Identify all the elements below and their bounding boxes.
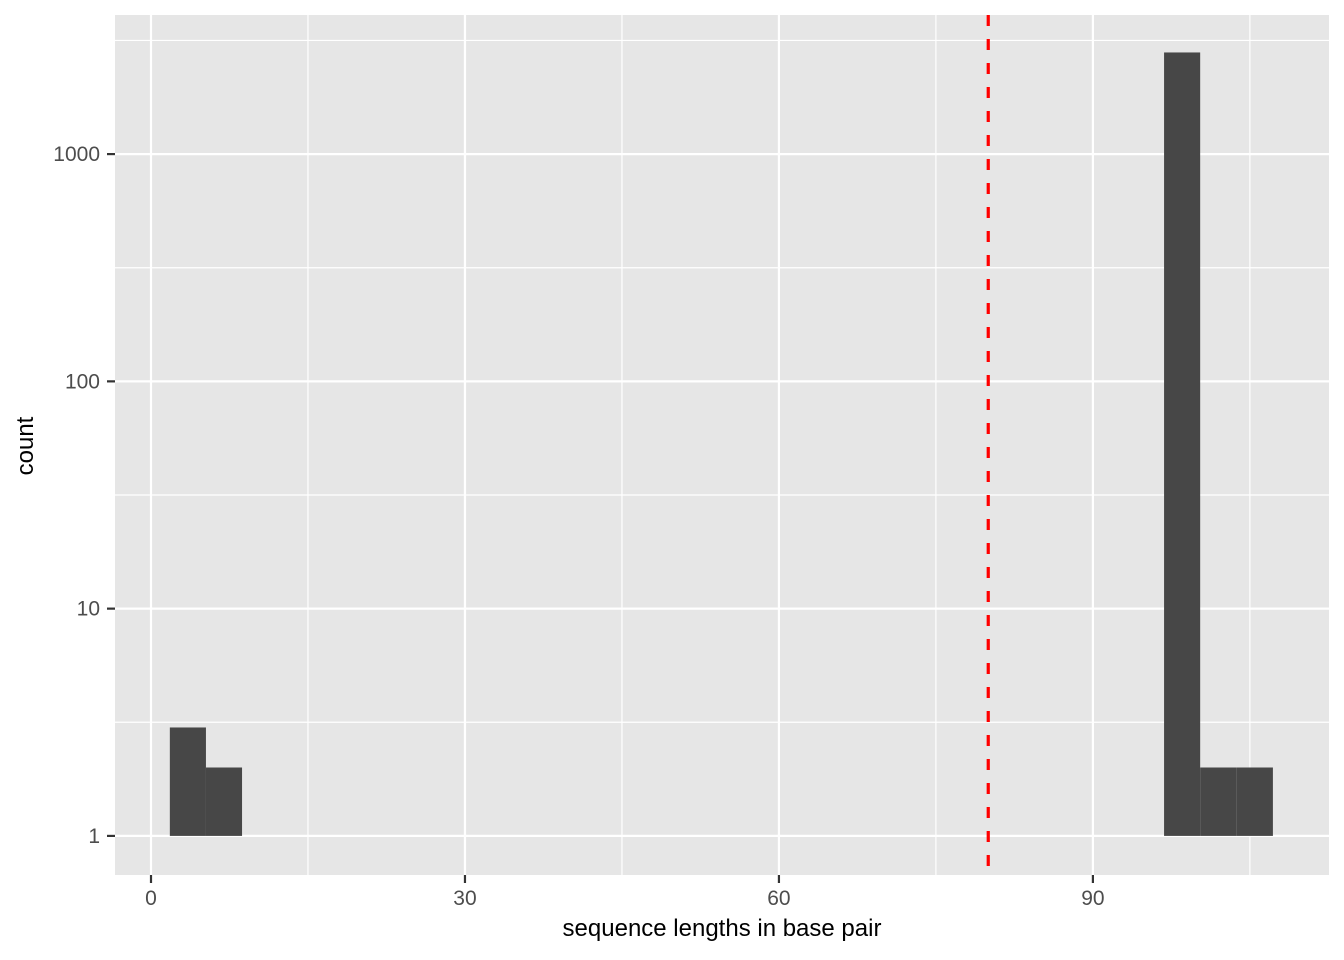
x-axis-title: sequence lengths in base pair — [562, 915, 882, 942]
y-tick-label: 1 — [88, 825, 100, 848]
histogram-bar — [1200, 767, 1237, 836]
x-tick-label: 30 — [453, 887, 476, 910]
histogram-bar — [1236, 767, 1273, 836]
y-axis-title: count — [12, 416, 39, 476]
histogram-bar — [169, 727, 206, 836]
plot-panel — [115, 15, 1329, 875]
y-tick-label: 10 — [77, 598, 100, 621]
x-tick-label: 0 — [145, 887, 157, 910]
histogram-bar — [205, 767, 243, 836]
y-tick-label: 1000 — [53, 143, 100, 166]
x-tick-label: 60 — [767, 887, 790, 910]
y-tick-label: 100 — [65, 370, 100, 393]
histogram-bar — [1164, 52, 1201, 836]
x-tick-label: 90 — [1081, 887, 1104, 910]
